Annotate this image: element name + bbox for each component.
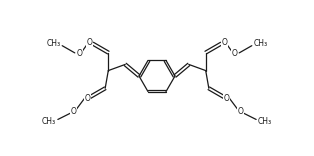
Text: O: O — [224, 94, 229, 103]
Text: CH₃: CH₃ — [258, 117, 272, 126]
Text: CH₃: CH₃ — [42, 117, 56, 126]
Text: O: O — [77, 49, 83, 58]
Text: O: O — [231, 49, 237, 58]
Text: O: O — [71, 107, 76, 116]
Text: O: O — [85, 94, 90, 103]
Text: O: O — [87, 38, 93, 47]
Text: CH₃: CH₃ — [46, 39, 60, 48]
Text: CH₃: CH₃ — [254, 39, 268, 48]
Text: O: O — [221, 38, 227, 47]
Text: O: O — [238, 107, 243, 116]
